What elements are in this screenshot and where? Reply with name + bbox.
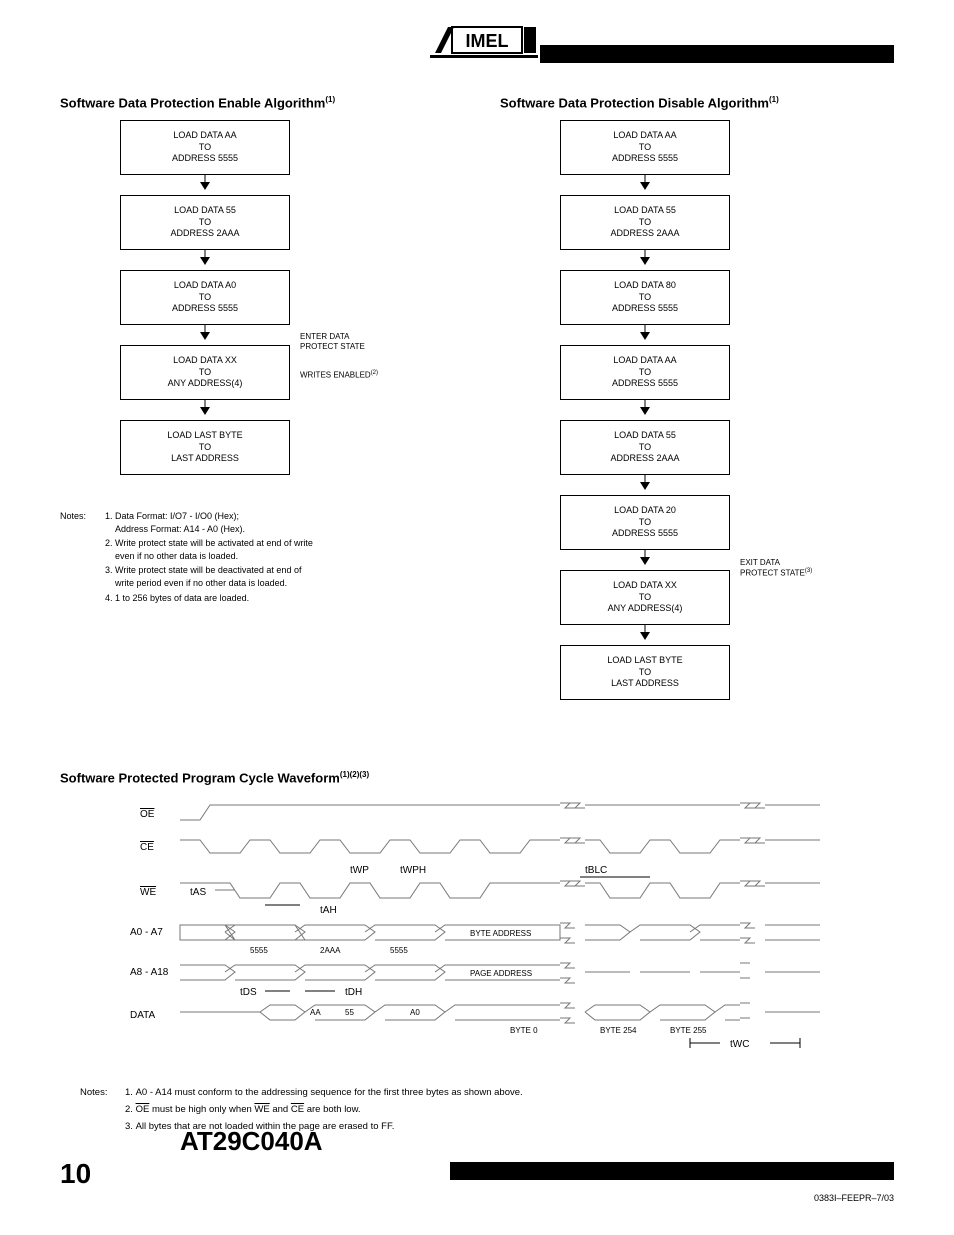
annotation-writes: WRITES ENABLED(2) bbox=[300, 370, 378, 380]
flow-box: LOAD DATA 20 TO ADDRESS 5555 bbox=[560, 495, 730, 550]
flow-box: LOAD DATA AA TO ADDRESS 5555 bbox=[120, 120, 290, 175]
svg-text:CE: CE bbox=[140, 842, 154, 853]
title-super: (1) bbox=[769, 95, 779, 104]
svg-text:BYTE ADDRESS: BYTE ADDRESS bbox=[470, 929, 531, 938]
note-item: 2. OE must be high only when WE and CE a… bbox=[125, 1102, 523, 1117]
svg-text:PAGE ADDRESS: PAGE ADDRESS bbox=[470, 969, 532, 978]
svg-text:AA: AA bbox=[310, 1008, 321, 1017]
right-flowchart: LOAD DATA AA TO ADDRESS 5555 LOAD DATA 5… bbox=[560, 120, 730, 720]
svg-text:A0: A0 bbox=[410, 1008, 420, 1017]
svg-text:tWP: tWP bbox=[350, 865, 369, 876]
svg-text:tAH: tAH bbox=[320, 905, 337, 916]
title-super: (1) bbox=[325, 95, 335, 104]
flow-box: LOAD DATA AA TO ADDRESS 5555 bbox=[560, 345, 730, 400]
title-text: Software Data Protection Disable Algorit… bbox=[500, 95, 769, 110]
page-number: 10 bbox=[60, 1158, 91, 1190]
svg-text:tWPH: tWPH bbox=[400, 865, 426, 876]
svg-text:tDH: tDH bbox=[345, 987, 362, 998]
notes-heading: Notes: bbox=[80, 1085, 125, 1137]
note-num: 1. bbox=[105, 511, 113, 521]
svg-text:A0 - A7: A0 - A7 bbox=[130, 927, 163, 938]
svg-text:tBLC: tBLC bbox=[585, 865, 607, 876]
right-flowchart-title: Software Data Protection Disable Algorit… bbox=[500, 95, 779, 110]
left-flowchart: LOAD DATA AA TO ADDRESS 5555 LOAD DATA 5… bbox=[120, 120, 290, 495]
left-flowchart-title: Software Data Protection Enable Algorith… bbox=[60, 95, 335, 110]
svg-text:BYTE 255: BYTE 255 bbox=[670, 1026, 707, 1035]
flow-box: LOAD DATA 80 TO ADDRESS 5555 bbox=[560, 270, 730, 325]
timing-diagram: OE CE tWP tWPH tBLC WE tAS tAH bbox=[130, 795, 830, 1070]
svg-text:OE: OE bbox=[140, 809, 155, 820]
svg-text:IMEL: IMEL bbox=[466, 31, 509, 51]
timing-title-super: (1)(2)(3) bbox=[340, 770, 369, 779]
note-item: 1. A0 - A14 must conform to the addressi… bbox=[125, 1085, 523, 1100]
svg-text:BYTE 254: BYTE 254 bbox=[600, 1026, 637, 1035]
svg-text:tWC: tWC bbox=[730, 1039, 749, 1050]
flow-box: LOAD DATA 55 TO ADDRESS 2AAA bbox=[120, 195, 290, 250]
svg-text:5555: 5555 bbox=[390, 946, 408, 955]
annotation-exit: EXIT DATAPROTECT STATE(3) bbox=[740, 558, 812, 578]
note-num: 4. bbox=[105, 593, 113, 603]
svg-text:WE: WE bbox=[140, 887, 156, 898]
footer-rule bbox=[450, 1162, 894, 1180]
annotation-enter: ENTER DATAPROTECT STATE bbox=[300, 332, 365, 351]
svg-text:55: 55 bbox=[345, 1008, 354, 1017]
timing-title: Software Protected Program Cycle Wavefor… bbox=[60, 770, 369, 785]
flow-box: LOAD DATA A0 TO ADDRESS 5555 bbox=[120, 270, 290, 325]
flow-box: LOAD DATA XX TO ANY ADDRESS(4) bbox=[560, 570, 730, 625]
flow-box: LOAD LAST BYTE TO LAST ADDRESS bbox=[120, 420, 290, 475]
left-flowchart-notes: Notes: 1. Data Format: I/O7 - I/O0 (Hex)… bbox=[60, 510, 420, 606]
atmel-logo: IMEL bbox=[430, 25, 538, 68]
svg-text:5555: 5555 bbox=[250, 946, 268, 955]
part-number: AT29C040A bbox=[180, 1126, 323, 1157]
svg-text:A8 - A18: A8 - A18 bbox=[130, 967, 169, 978]
flow-box: LOAD DATA XX TO ANY ADDRESS(4) bbox=[120, 345, 290, 400]
svg-text:DATA: DATA bbox=[130, 1010, 156, 1021]
svg-text:tAS: tAS bbox=[190, 887, 206, 898]
svg-text:2AAA: 2AAA bbox=[320, 946, 341, 955]
note-num: 2. bbox=[105, 538, 113, 548]
header-rule bbox=[540, 45, 894, 63]
svg-text:tDS: tDS bbox=[240, 987, 257, 998]
note-num: 3. bbox=[105, 565, 113, 575]
svg-text:BYTE 0: BYTE 0 bbox=[510, 1026, 538, 1035]
flow-box: LOAD DATA AA TO ADDRESS 5555 bbox=[560, 120, 730, 175]
timing-title-text: Software Protected Program Cycle Wavefor… bbox=[60, 770, 340, 785]
flow-box: LOAD DATA 55 TO ADDRESS 2AAA bbox=[560, 420, 730, 475]
doc-ref: 0383I–FEEPR–7/03 bbox=[814, 1193, 894, 1203]
flow-box: LOAD DATA 55 TO ADDRESS 2AAA bbox=[560, 195, 730, 250]
title-text: Software Data Protection Enable Algorith… bbox=[60, 95, 325, 110]
flow-box: LOAD LAST BYTE TO LAST ADDRESS bbox=[560, 645, 730, 700]
